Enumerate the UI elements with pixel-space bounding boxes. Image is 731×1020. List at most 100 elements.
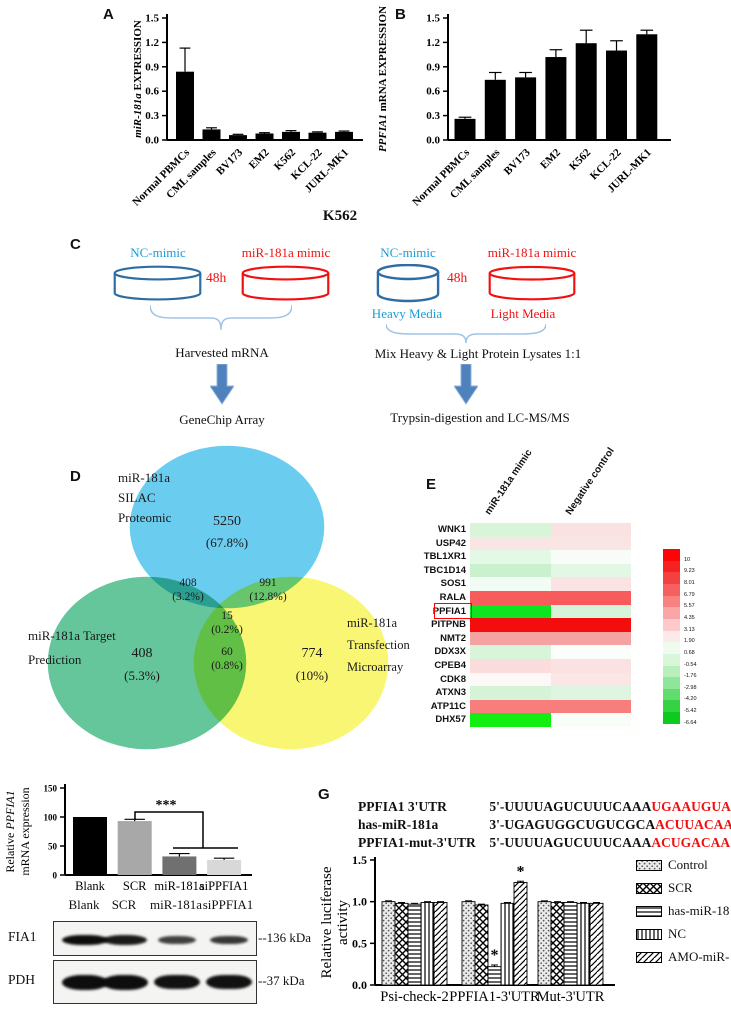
panel-g-label: G <box>318 786 330 803</box>
colorbar-tick-label: -1.76 <box>684 673 697 680</box>
bar-Psi-check-2-AMO-miR- <box>433 902 448 986</box>
colorbar-tick-label: 0.68 <box>684 649 695 656</box>
bar-Mut-3'UTR-has-miR-18 <box>563 902 578 986</box>
bar-EM2 <box>255 133 274 140</box>
bar-PPFIA1-3'UTR-Control <box>461 901 476 986</box>
venn-set2-line1: miR-181a Target <box>28 628 116 643</box>
svg-text:1.5: 1.5 <box>145 13 159 25</box>
svg-text:1.2: 1.2 <box>426 37 440 49</box>
colorbar-segment <box>663 630 680 643</box>
heatmap-cell-DHX57-control <box>550 713 631 727</box>
bar-miR-181a <box>162 856 197 875</box>
venn-ov2-pct: (12.8%) <box>249 591 287 603</box>
legend-swatch-vlines <box>636 928 662 940</box>
svg-text:1.5: 1.5 <box>426 13 440 25</box>
svg-text:K562: K562 <box>567 146 594 173</box>
bar-Psi-check-2-has-miR-18 <box>407 903 422 986</box>
colorbar-tick-label: 10 <box>684 556 691 563</box>
venn-set2-line2: Prediction <box>28 652 82 667</box>
y-axis-label: activity <box>335 900 351 945</box>
svg-text:50: 50 <box>48 842 58 852</box>
heatmap-cell-NMT2-control <box>550 631 631 646</box>
heatmap-row-label-PITPNB: PITPNB <box>431 619 466 631</box>
bar-Normal PBMCs <box>176 71 194 140</box>
heatmap-row-label-DHX57: DHX57 <box>435 714 466 726</box>
svg-text:Psi-check-2: Psi-check-2 <box>380 989 448 1005</box>
blot-band <box>154 974 200 990</box>
heatmap-row-labels: WNK1 USP42 TBL1XR1 TBC1D14 SOS1 RALA PPFIA1 PIT… <box>398 523 466 727</box>
nc-mimic-label-right: NC-mimic <box>380 245 436 260</box>
heatmap-row-ATP11C <box>470 699 631 714</box>
svg-text:Mut-3'UTR: Mut-3'UTR <box>537 989 605 1005</box>
heatmap-cell-DDX3X-mimic <box>470 645 551 659</box>
bar-JURL-MK1 <box>335 131 353 140</box>
heatmap-cell-NMT2-mimic <box>470 631 551 646</box>
colorbar-tick-label: 5.57 <box>684 603 695 610</box>
legend-label: NC <box>668 926 687 941</box>
heatmap-row-label-CDK8: CDK8 <box>440 673 466 685</box>
blot-lane-label-SCR: SCR <box>111 897 137 912</box>
venn-ov4-value: 60 <box>221 646 233 658</box>
heatmap-cell-ATP11C-mimic <box>470 699 551 714</box>
svg-text:100: 100 <box>44 813 58 823</box>
svg-text:EM2: EM2 <box>538 146 563 171</box>
heatmap-cell-ATXN3-control <box>550 686 631 700</box>
colorbar-segment <box>663 700 680 713</box>
blot-band <box>158 936 196 944</box>
svg-text:0.3: 0.3 <box>145 110 159 122</box>
legend-swatch-check <box>636 882 662 894</box>
bar-Mut-3'UTR-SCR <box>550 902 565 986</box>
venn-set2-value: 408 <box>131 646 153 661</box>
panel-b-label: B <box>395 6 406 23</box>
heatmap-row-DDX3X <box>470 645 631 659</box>
heatmap-cell-ATP11C-control <box>550 699 631 714</box>
svg-text:0.5: 0.5 <box>352 936 367 950</box>
heatmap-cell-WNK1-mimic <box>470 523 551 537</box>
venn-circle-microarray <box>192 575 390 751</box>
svg-text:150: 150 <box>44 784 58 794</box>
heatmap-row-TBC1D14 <box>470 563 631 578</box>
venn-ov1-value: 408 <box>179 577 197 589</box>
svg-text:BV173: BV173 <box>214 146 245 177</box>
heatmap-row-CPEB4 <box>470 658 631 673</box>
legend-item-has-miR-18: has-miR-18 <box>636 903 729 919</box>
heatmap-cell-SOS1-mimic <box>470 577 551 591</box>
sequence-red: UGAAUGUA <box>651 799 731 814</box>
heatmap-row-label-SOS1: SOS1 <box>440 578 466 590</box>
legend-swatch-hlines <box>636 905 662 917</box>
mir181a-mimic-label-left: miR-181a mimic <box>241 245 331 260</box>
heatmap-cell-PPFIA1-mimic <box>470 604 551 619</box>
heatmap-row-PITPNB <box>470 618 631 632</box>
panel-c-title: K562 <box>322 208 358 224</box>
heatmap-row-TBL1XR1 <box>470 550 631 564</box>
legend-swatch-dots <box>636 859 662 871</box>
heatmap-cell-CDK8-mimic <box>470 672 551 687</box>
heavy-media-label: Heavy Media <box>371 306 443 321</box>
heatmap-row-ATXN3 <box>470 686 631 700</box>
venn-set3-line1: miR-181a <box>347 616 397 630</box>
y-axis-label: PPFIA1 mRNA EXPRESSION <box>377 6 389 152</box>
heatmap-cell-USP42-mimic <box>470 536 551 551</box>
blot-lane-label-siPPFIA1: siPPFIA1 <box>202 897 254 912</box>
colorbar-segment <box>663 595 680 608</box>
venn-set1-line3: Proteomic <box>118 510 172 525</box>
bar-BV173 <box>229 135 247 140</box>
heatmap-row-label-ATXN3: ATXN3 <box>435 687 466 699</box>
time-48h-right: 48h <box>447 270 468 285</box>
blot-box-PDH <box>53 960 257 1004</box>
heatmap-row-label-WNK1: WNK1 <box>438 524 466 535</box>
blot-box-FIA1 <box>53 921 257 956</box>
heatmap-row-label-DDX3X: DDX3X <box>434 646 466 658</box>
heatmap-row-label-TBC1D14: TBC1D14 <box>423 564 466 576</box>
svg-text:0.0: 0.0 <box>426 135 440 147</box>
blot-lane-label-Blank: Blank <box>68 897 100 912</box>
panel-a-label: A <box>103 6 114 23</box>
harvested-mrna-text: Harvested mRNA <box>175 345 269 360</box>
svg-text:EM2: EM2 <box>247 146 272 171</box>
sequence-name: has-miR-181a <box>358 817 439 832</box>
bar-PPFIA1-3'UTR-NC <box>500 902 515 986</box>
heatmap-row-label-CPEB4: CPEB4 <box>434 659 466 671</box>
